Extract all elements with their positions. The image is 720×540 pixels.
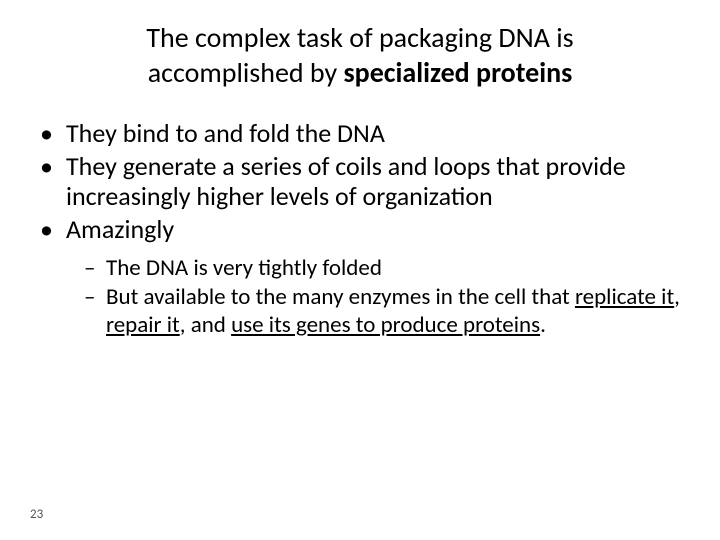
- sub-bullet-2-u1: replicate it: [575, 283, 674, 311]
- sub-bullet-2-post: .: [540, 311, 546, 339]
- sub-bullet-2-pre: But available to the many enzymes in the…: [106, 283, 575, 311]
- page-number: 23: [30, 507, 43, 522]
- sub-bullet-2-mid2: , and: [180, 311, 231, 339]
- title-line-2-bold: specialized proteins: [344, 55, 573, 90]
- slide-title: The complex task of packaging DNA is acc…: [0, 20, 720, 90]
- title-line-1: The complex task of packaging DNA is: [146, 20, 573, 55]
- bullet-1-text: They bind to and fold the DNA: [66, 117, 385, 149]
- sub-bullet-2: But available to the many enzymes in the…: [84, 284, 680, 339]
- title-line-2-pre: accomplished by: [148, 55, 344, 90]
- bullet-3-text: Amazingly: [66, 213, 174, 245]
- sub-bullet-1: The DNA is very tightly folded: [84, 255, 680, 283]
- sub-bullet-1-text: The DNA is very tightly folded: [106, 254, 382, 282]
- bullet-2-text: They generate a series of coils and loop…: [66, 150, 626, 213]
- bullet-3: Amazingly The DNA is very tightly folded…: [38, 214, 680, 339]
- sub-bullet-2-mid1: ,: [674, 283, 680, 311]
- bullet-list-level-2: The DNA is very tightly folded But avail…: [66, 245, 680, 340]
- bullet-2: They generate a series of coils and loop…: [38, 151, 680, 212]
- sub-bullet-2-u2: repair it: [106, 311, 180, 339]
- bullet-list-level-1: They bind to and fold the DNA They gener…: [0, 118, 720, 339]
- slide: The complex task of packaging DNA is acc…: [0, 0, 720, 540]
- sub-bullet-2-u3: use its genes to produce proteins: [231, 311, 540, 339]
- bullet-1: They bind to and fold the DNA: [38, 118, 680, 149]
